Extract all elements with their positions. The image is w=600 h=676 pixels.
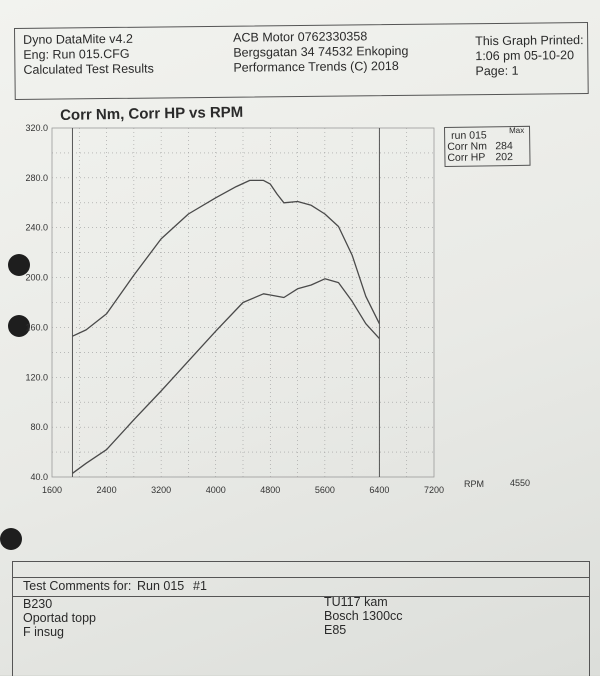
x-tick-label: 4800: [260, 485, 280, 495]
rpm-axis-label: RPM: [464, 479, 484, 489]
comments-heading-num: #1: [193, 579, 207, 593]
punch-hole: [8, 315, 30, 337]
y-tick-label: 280.0: [25, 173, 48, 183]
y-tick-label: 40.0: [30, 472, 48, 482]
series-line-corr-nm: [72, 179, 380, 337]
punch-hole: [0, 528, 22, 550]
x-tick-label: 2400: [97, 485, 117, 495]
y-tick-label: 200.0: [25, 273, 48, 283]
x-tick-label: 7200: [424, 485, 444, 495]
series-line-corr-hp: [72, 278, 380, 474]
x-tick-label: 6400: [369, 485, 389, 495]
run-range-lines: [71, 128, 380, 477]
y-tick-label: 120.0: [25, 372, 48, 382]
comment-left: F insug: [23, 625, 64, 639]
test-comments: Test Comments for: Run 015 #1 B230 Oport…: [12, 561, 590, 676]
x-tick-labels: 1600 2400 3200 4000 4800 5600 6400 7200: [42, 485, 444, 495]
y-tick-label: 80.0: [30, 422, 48, 432]
comments-heading-run: Run 015: [137, 579, 185, 593]
comment-left: Oportad topp: [23, 611, 96, 625]
y-tick-labels: 40.0 80.0 120.0 160.0 200.0 240.0 280.0 320.0: [25, 123, 48, 482]
comment-left: B230: [23, 597, 53, 611]
x-tick-label: 5600: [315, 485, 335, 495]
comment-right: Bosch 1300cc: [324, 609, 403, 623]
axis-extras: RPM 4550: [464, 478, 530, 489]
rpm-cursor-value: 4550: [510, 478, 530, 488]
comments-header: Test Comments for: Run 015 #1: [13, 577, 589, 597]
y-tick-label: 320.0: [25, 123, 48, 133]
punch-hole: [8, 254, 30, 276]
y-tick-label: 240.0: [25, 223, 48, 233]
comment-right: E85: [324, 623, 347, 637]
x-tick-label: 1600: [42, 485, 62, 495]
comment-right: TU117 kam: [324, 595, 388, 609]
chart-series: [72, 179, 380, 474]
comments-heading-label: Test Comments for:: [23, 579, 132, 593]
x-tick-label: 3200: [151, 485, 171, 495]
chart-grid: [51, 127, 435, 478]
y-tick-label: 160.0: [25, 322, 48, 332]
x-tick-label: 4000: [206, 485, 226, 495]
